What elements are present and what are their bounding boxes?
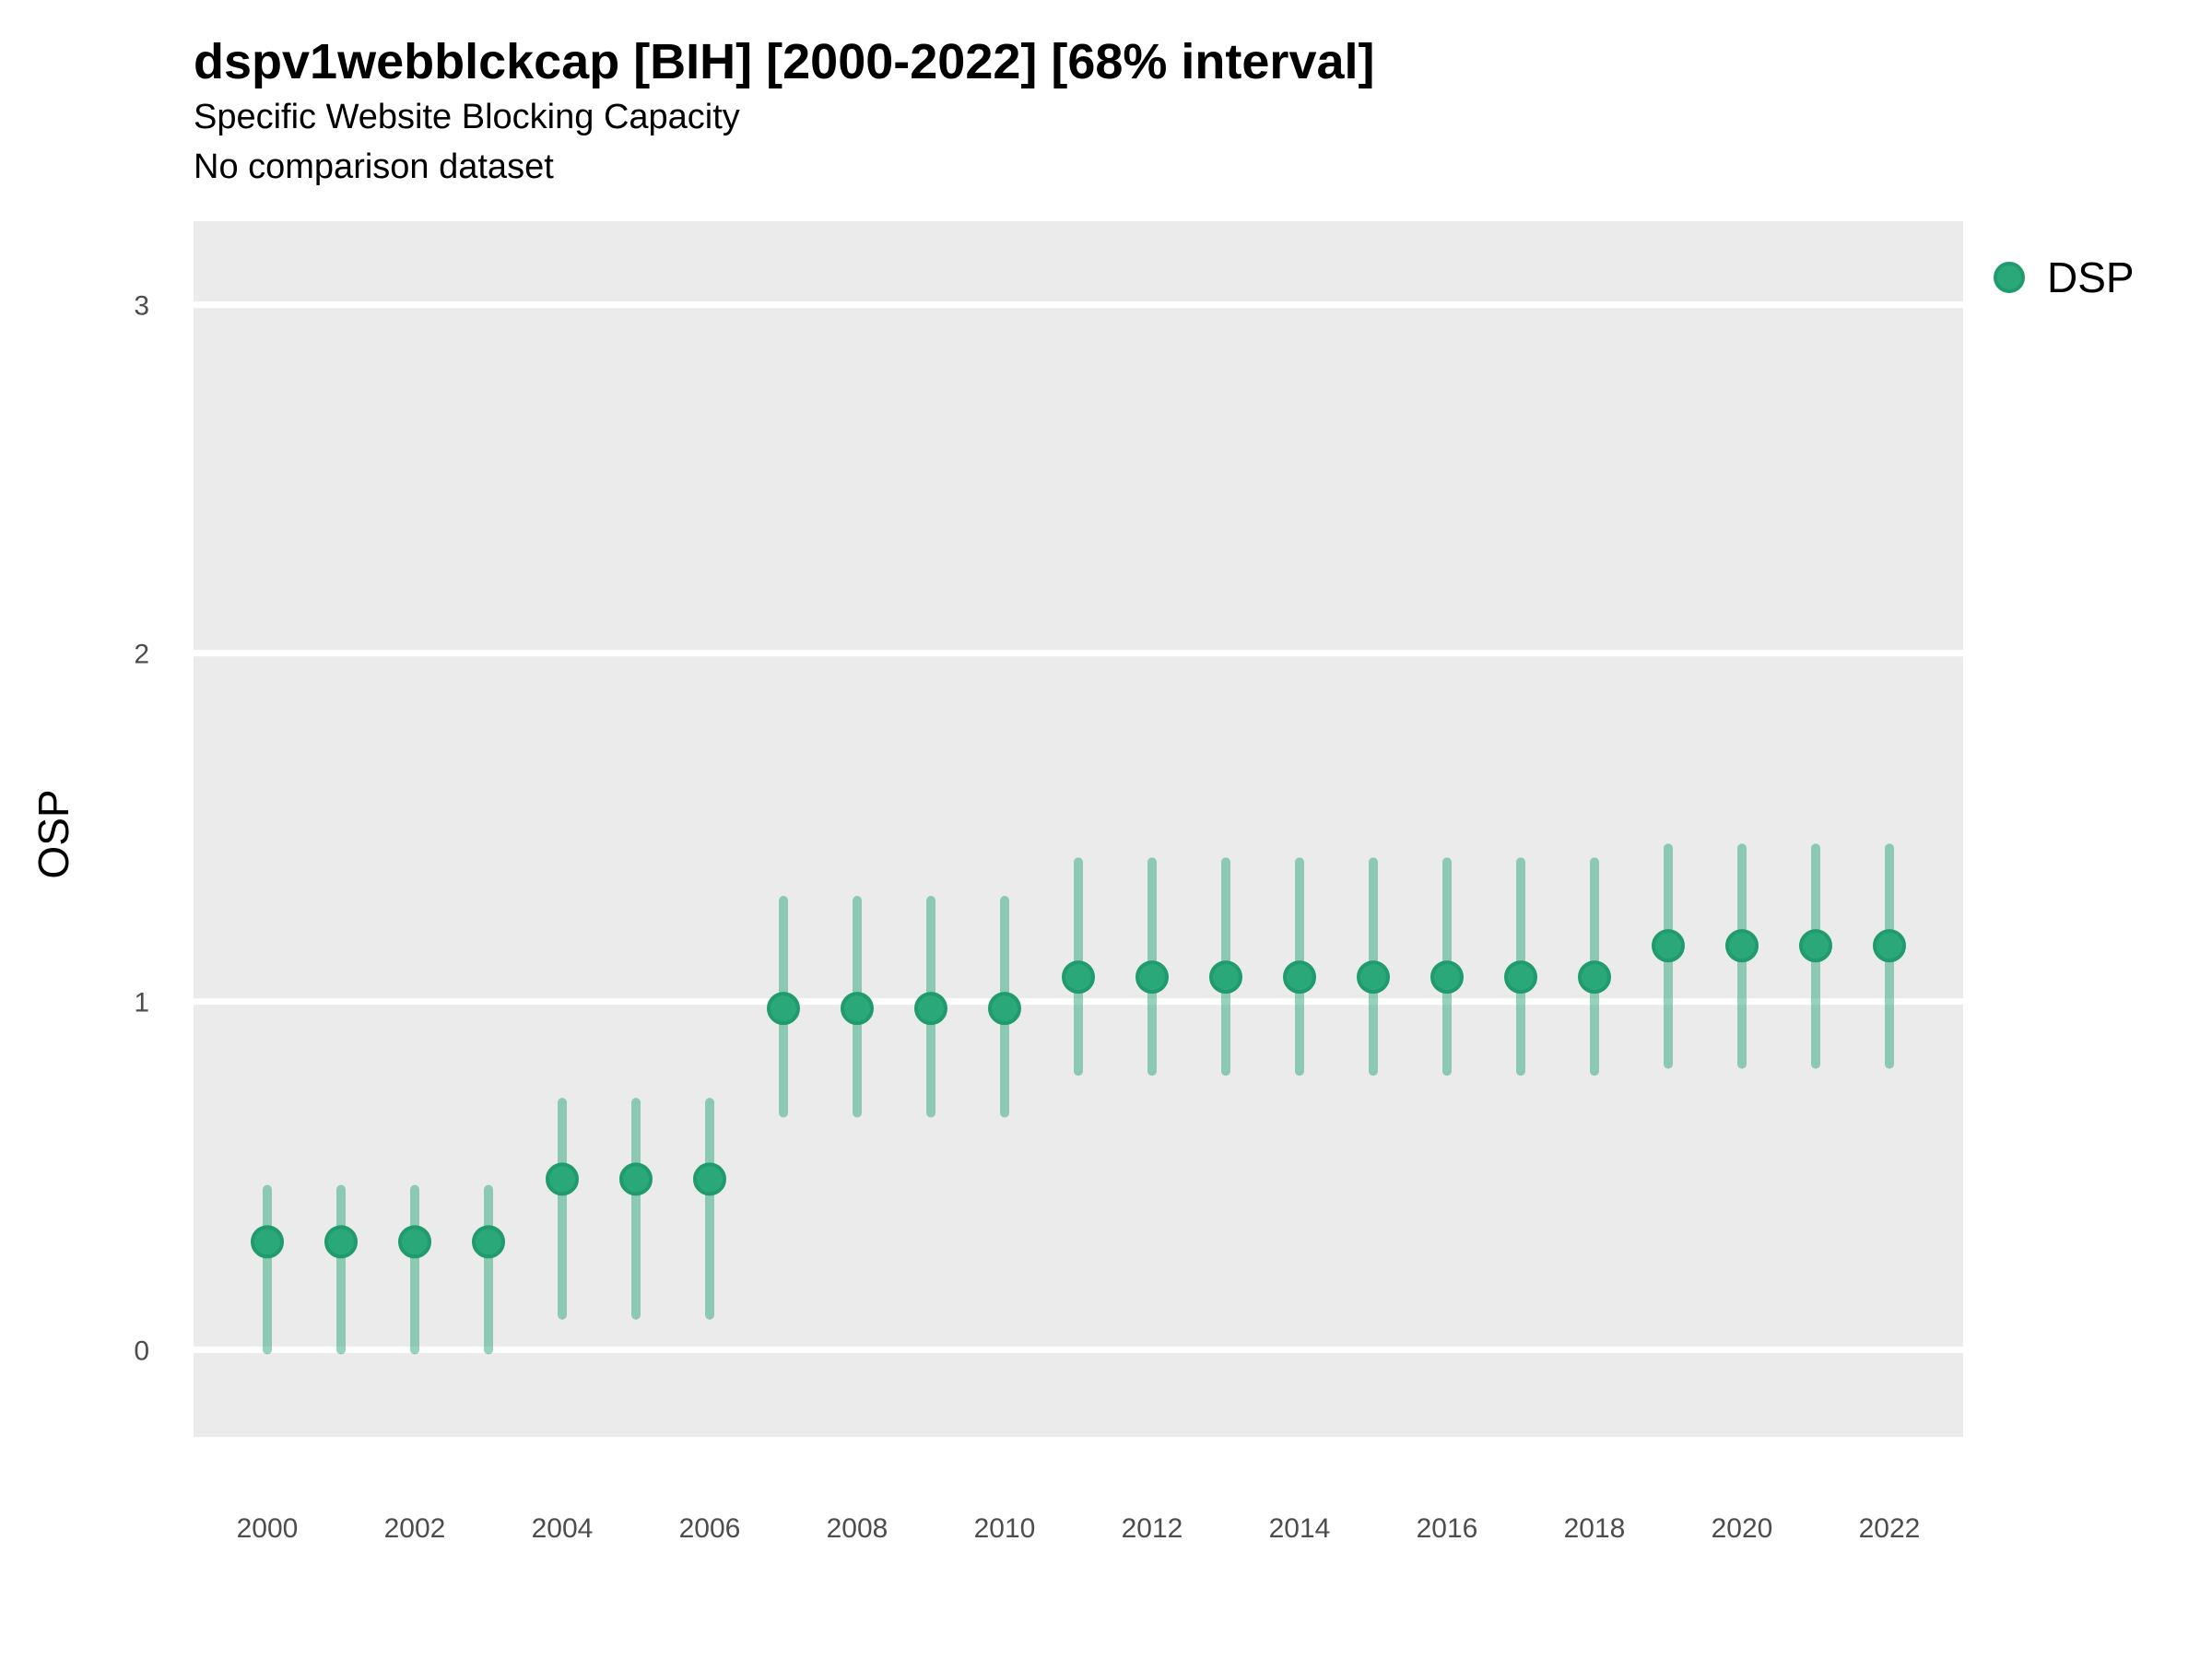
data-point-2001 [324,1225,358,1259]
x-tick-label-2018: 2018 [1564,1513,1626,1544]
data-point-2013 [1209,960,1242,994]
panel-background [194,221,1963,1437]
x-tick-label-2004: 2004 [532,1513,594,1544]
legend-marker-dsp [1994,262,2025,293]
x-tick-label-2002: 2002 [384,1513,446,1544]
legend-label-dsp: DSP [2047,253,2135,301]
data-point-2002 [398,1225,431,1259]
data-point-2009 [914,992,947,1026]
data-point-2008 [841,992,874,1026]
data-point-2021 [1799,929,1832,963]
chart-title: dspv1webblckcap [BIH] [2000-2022] [68% i… [194,34,1375,89]
data-point-2015 [1357,960,1390,994]
data-point-2019 [1652,929,1685,963]
data-point-2011 [1062,960,1095,994]
x-tick-label-2020: 2020 [1712,1513,1773,1544]
data-point-2000 [251,1225,284,1259]
x-tick-label-2008: 2008 [827,1513,888,1544]
y-tick-label-3: 3 [134,291,149,322]
comparison-note: No comparison dataset [194,147,554,186]
data-point-2018 [1578,960,1611,994]
y-axis-title: OSP [29,789,77,879]
x-tick-label-2006: 2006 [679,1513,741,1544]
x-tick-label-2000: 2000 [237,1513,299,1544]
y-tick-label-0: 0 [134,1336,149,1367]
x-tick-label-2016: 2016 [1417,1513,1478,1544]
legend: DSP [1994,253,2135,302]
data-point-2014 [1283,960,1316,994]
data-point-2017 [1504,960,1537,994]
chart-subtitle: Specific Website Blocking Capacity [194,98,740,136]
data-point-2016 [1430,960,1464,994]
y-tick-label-1: 1 [134,988,149,1018]
data-point-2020 [1725,929,1759,963]
y-tick-label-2: 2 [134,640,149,670]
data-point-2005 [619,1162,653,1196]
x-tick-label-2010: 2010 [974,1513,1036,1544]
x-tick-label-2022: 2022 [1859,1513,1921,1544]
data-point-2003 [472,1225,505,1259]
data-point-2012 [1135,960,1169,994]
data-point-2022 [1873,929,1906,963]
x-tick-label-2014: 2014 [1269,1513,1331,1544]
data-point-2006 [693,1162,726,1196]
data-point-2007 [767,992,800,1026]
data-point-2010 [988,992,1021,1026]
x-tick-label-2012: 2012 [1122,1513,1183,1544]
data-point-2004 [546,1162,579,1196]
